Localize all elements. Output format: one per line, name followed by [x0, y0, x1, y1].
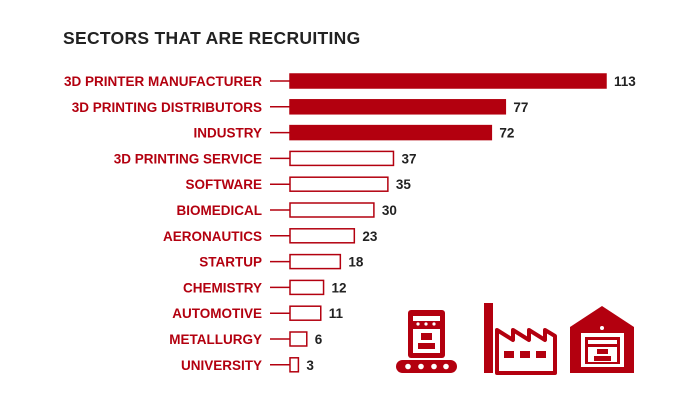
value-label: 113	[614, 74, 636, 89]
category-label: 3D PRINTING SERVICE	[114, 151, 262, 166]
value-label: 11	[329, 306, 344, 321]
icons-layer	[396, 303, 634, 375]
factory-icon	[484, 303, 557, 375]
category-label: UNIVERSITY	[181, 358, 262, 373]
category-label: STARTUP	[199, 255, 262, 270]
bar	[289, 150, 395, 167]
value-label: 77	[513, 100, 528, 115]
warehouse-3d-printer-icon	[570, 306, 634, 373]
category-label: SOFTWARE	[186, 177, 263, 192]
value-label: 72	[499, 126, 514, 141]
bar	[289, 228, 356, 244]
category-label: CHEMISTRY	[183, 280, 262, 295]
category-label: METALLURGY	[169, 332, 262, 347]
category-label: INDUSTRY	[193, 126, 262, 141]
category-label: AERONAUTICS	[163, 229, 262, 244]
value-label: 37	[401, 151, 416, 166]
bar	[289, 176, 389, 192]
value-label: 30	[382, 203, 397, 218]
category-label: 3D PRINTING DISTRIBUTORS	[72, 100, 262, 115]
bar	[289, 331, 308, 347]
value-label: 35	[396, 177, 412, 192]
value-label: 6	[315, 332, 323, 347]
bar	[289, 99, 507, 115]
bar	[289, 73, 607, 89]
bar	[289, 124, 493, 141]
3d-printer-conveyor-icon	[396, 310, 457, 373]
bar	[289, 357, 300, 373]
bar	[289, 253, 342, 270]
category-label: 3D PRINTER MANUFACTURER	[64, 74, 262, 89]
bar	[289, 279, 325, 296]
value-label: 23	[362, 229, 378, 244]
category-label: BIOMEDICAL	[177, 203, 263, 218]
bar	[289, 202, 375, 218]
chart-title: SECTORS THAT ARE RECRUITING	[63, 28, 361, 48]
bar	[289, 305, 322, 321]
value-label: 3	[306, 358, 314, 373]
value-label: 18	[348, 255, 364, 270]
category-label: AUTOMOTIVE	[172, 306, 262, 321]
value-label: 12	[332, 280, 347, 295]
